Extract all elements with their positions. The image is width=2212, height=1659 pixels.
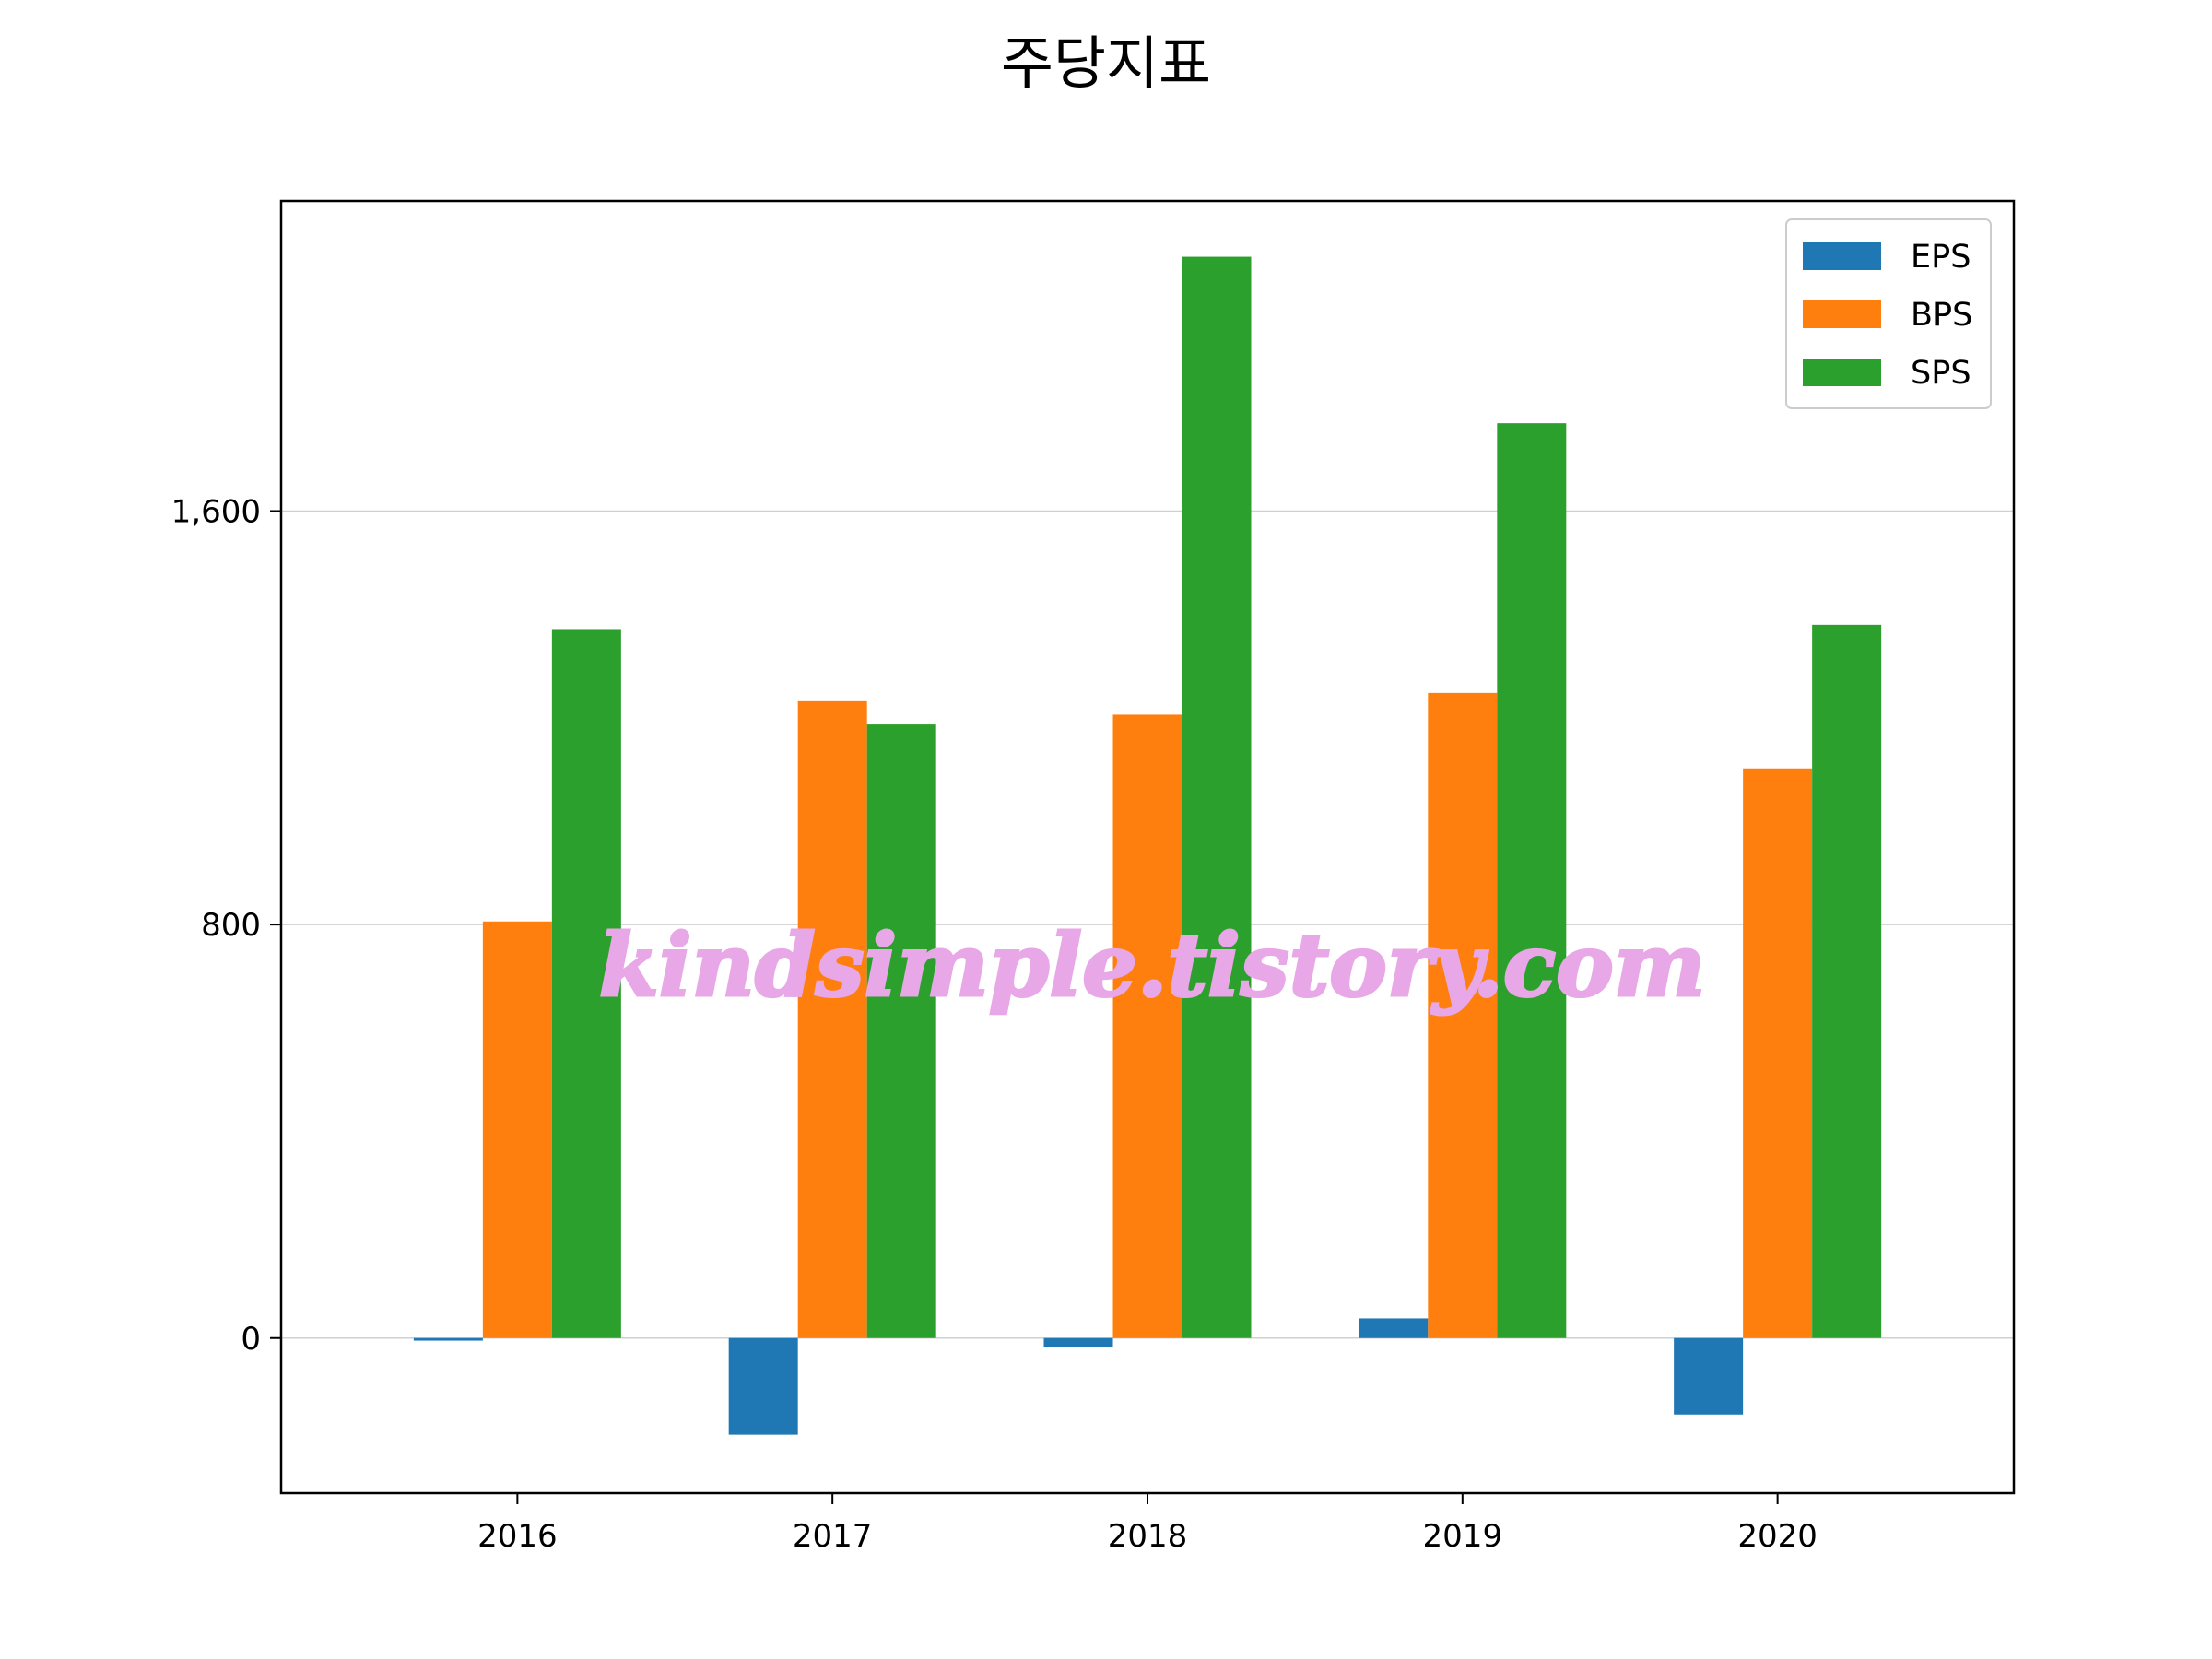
bar-bps-2016 xyxy=(482,921,552,1338)
watermark-text: kindsimple.tistory.com xyxy=(599,915,1706,1017)
x-tick-label-2019: 2019 xyxy=(1423,1518,1503,1555)
bar-bps-2019 xyxy=(1428,692,1498,1338)
bar-eps-2016 xyxy=(413,1337,483,1341)
legend-swatch-sps xyxy=(1803,359,1881,386)
bar-bps-2020 xyxy=(1743,768,1813,1338)
bar-eps-2018 xyxy=(1043,1337,1113,1347)
bar-sps-2016 xyxy=(551,629,621,1338)
bar-bps-2018 xyxy=(1112,714,1182,1338)
y-tick-label-800: 800 xyxy=(201,907,261,944)
legend-label-eps: EPS xyxy=(1911,239,1971,276)
x-tick-label-2020: 2020 xyxy=(1737,1518,1818,1555)
legend-swatch-eps xyxy=(1803,242,1881,270)
x-tick-label-2016: 2016 xyxy=(477,1518,558,1555)
bar-eps-2017 xyxy=(728,1337,798,1435)
axes: 0 800 1,600 2016 2017 2018 2019 2020 xyxy=(171,199,2016,1555)
legend-label-bps: BPS xyxy=(1911,297,1972,334)
bar-eps-2019 xyxy=(1359,1318,1429,1338)
bar-sps-2020 xyxy=(1812,624,1882,1338)
chart-title: 주당지표 xyxy=(1001,29,1211,97)
bar-sps-2019 xyxy=(1497,423,1567,1338)
bar-eps-2020 xyxy=(1674,1337,1744,1415)
y-tick-label-0: 0 xyxy=(241,1321,261,1358)
bars xyxy=(413,256,1882,1435)
bar-sps-2017 xyxy=(866,724,936,1338)
legend-label-sps: SPS xyxy=(1911,355,1971,392)
legend-swatch-bps xyxy=(1803,300,1881,328)
bar-bps-2017 xyxy=(797,700,867,1338)
x-tick-label-2017: 2017 xyxy=(793,1518,873,1555)
x-tick-label-2018: 2018 xyxy=(1108,1518,1188,1555)
bar-sps-2018 xyxy=(1182,256,1252,1338)
y-tick-label-1600: 1,600 xyxy=(171,493,261,530)
legend: EPS BPS SPS xyxy=(1785,218,1992,409)
